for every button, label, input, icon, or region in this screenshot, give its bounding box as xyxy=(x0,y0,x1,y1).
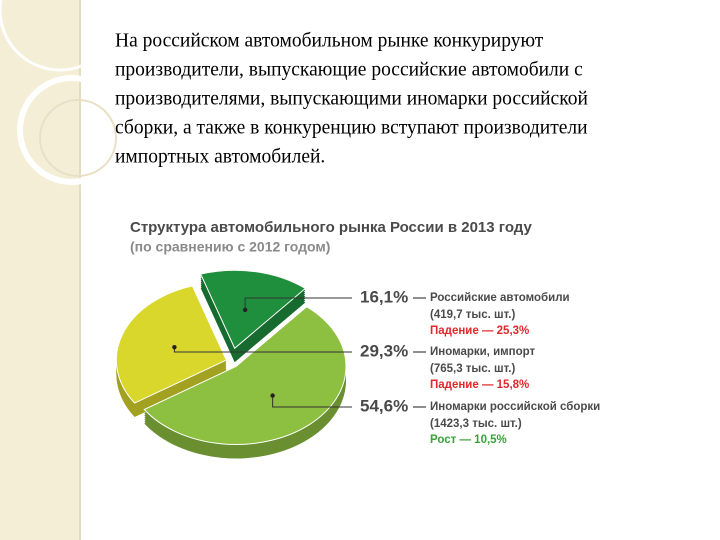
slice xyxy=(115,285,227,404)
value-label: 16,1% xyxy=(360,287,408,306)
paragraph-line: На российском автомобильном рынке конкур… xyxy=(115,30,544,51)
labels: 16,1% Российские автомобили (419,7 тыс. шт… xyxy=(172,287,600,446)
paragraph-line: импортных автомобилей. xyxy=(115,146,325,167)
paragraph-line: производителями, выпускающими иномарки р… xyxy=(115,88,588,109)
category-label: Иномарки российской сборки xyxy=(430,401,600,413)
leader-dot xyxy=(270,393,275,398)
paragraph-line: сборки, а также в конкуренцию вступают п… xyxy=(115,117,588,138)
pie xyxy=(115,269,347,459)
value-label: 29,3% xyxy=(360,341,408,360)
category-label: Иномарки, импорт xyxy=(430,346,535,358)
leader-dot xyxy=(242,307,248,313)
detail-label: (1423,3 тыс. шт.) xyxy=(430,418,522,430)
leader-dot xyxy=(172,344,177,350)
category-label: Российские автомобили xyxy=(430,292,570,304)
deco-circle xyxy=(0,0,122,72)
value-label: 54,6% xyxy=(360,396,408,415)
slice xyxy=(143,306,347,445)
paragraph-line: производители, выпускающие российские ав… xyxy=(115,59,583,80)
change-label: Рост — 10,5% xyxy=(430,434,507,446)
deco-circle xyxy=(39,99,117,177)
change-label: Падение — 25,3% xyxy=(430,325,529,337)
deco-circle xyxy=(17,75,127,185)
leader-line xyxy=(272,395,352,408)
detail-label: (765,3 тыс. шт.) xyxy=(430,363,515,375)
leader-line xyxy=(244,297,352,310)
chart-title: Структура автомобильного рынка России в … xyxy=(130,219,532,236)
slice xyxy=(199,269,307,350)
paragraph: На российском автомобильном рынке конкур… xyxy=(115,30,588,167)
change-label: Падение — 15,8% xyxy=(430,379,529,391)
detail-label: (419,7 тыс. шт.) xyxy=(430,309,515,321)
chart-subtitle: (по сравнению с 2012 годом) xyxy=(130,239,330,255)
